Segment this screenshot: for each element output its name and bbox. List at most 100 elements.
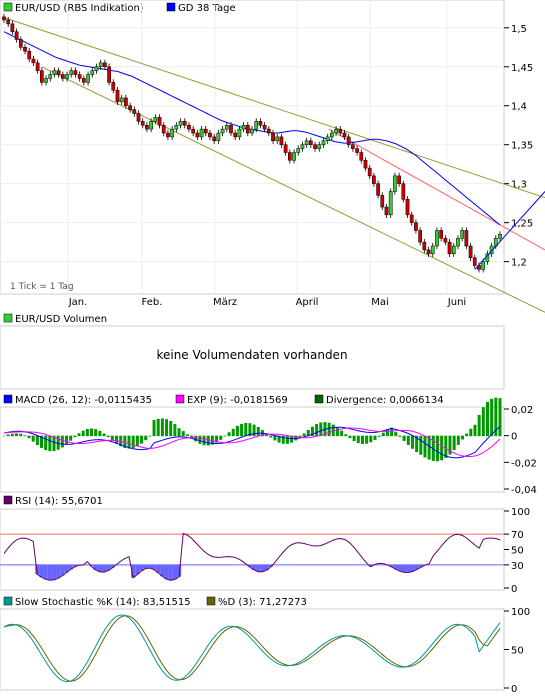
divergence-bar bbox=[190, 435, 194, 439]
candle bbox=[35, 62, 40, 71]
candle bbox=[334, 128, 338, 134]
rsi-oversold-fill bbox=[93, 564, 98, 570]
candle bbox=[107, 66, 111, 83]
rsi-oversold-fill bbox=[39, 564, 44, 578]
candle bbox=[296, 148, 301, 153]
rsi-oversold-fill bbox=[64, 564, 69, 573]
candle bbox=[342, 132, 347, 138]
divergence-bar bbox=[398, 435, 402, 437]
rsi-oversold-fill bbox=[160, 564, 165, 577]
candle bbox=[325, 136, 330, 142]
divergence-bar bbox=[81, 430, 85, 437]
candle bbox=[182, 121, 187, 126]
rsi-oversold-fill bbox=[156, 564, 161, 573]
divergence-bar bbox=[481, 407, 485, 437]
candle bbox=[208, 132, 212, 138]
projection-line bbox=[474, 191, 545, 270]
divergence-bar bbox=[223, 435, 227, 437]
stochastic-panel: Slow Stochastic %K (14): 83,51515 %D (3)… bbox=[0, 596, 530, 695]
candle bbox=[140, 121, 145, 126]
divergence-bar bbox=[419, 435, 423, 455]
rsi-oversold-fill bbox=[256, 564, 261, 572]
divergence-bar bbox=[110, 435, 114, 441]
divergence-bar bbox=[310, 426, 314, 437]
y-tick-label: 1,45 bbox=[511, 63, 533, 74]
candle bbox=[401, 183, 406, 200]
divergence-bar bbox=[440, 435, 444, 461]
candle bbox=[23, 47, 27, 52]
candle bbox=[82, 78, 86, 83]
candle bbox=[65, 74, 69, 79]
candle bbox=[250, 128, 254, 134]
divergence-bar bbox=[123, 435, 127, 449]
divergence-bar bbox=[360, 435, 364, 444]
candle bbox=[111, 82, 116, 91]
candle bbox=[44, 78, 48, 83]
divergence-bar bbox=[256, 427, 260, 437]
divergence-bar bbox=[352, 435, 356, 442]
month-label: Mai bbox=[371, 297, 389, 308]
divergence-bar bbox=[285, 435, 289, 444]
candle bbox=[195, 132, 200, 138]
rsi-oversold-fill bbox=[393, 564, 398, 570]
candle bbox=[31, 58, 36, 64]
divergence-bar bbox=[40, 435, 44, 448]
candle bbox=[2, 16, 6, 21]
divergence-bar bbox=[402, 435, 406, 441]
divergence-bar bbox=[173, 424, 177, 437]
rsi-oversold-fill bbox=[172, 564, 177, 580]
candle bbox=[103, 62, 107, 68]
candle bbox=[308, 140, 313, 145]
candle bbox=[149, 121, 153, 130]
legend-swatch-price bbox=[3, 2, 13, 12]
divergence-bar bbox=[277, 435, 281, 443]
divergence-bar bbox=[302, 433, 306, 437]
divergence-bar bbox=[456, 435, 460, 445]
candle bbox=[170, 128, 174, 138]
rsi-oversold-fill bbox=[147, 564, 152, 569]
rsi-oversold-fill bbox=[368, 564, 373, 567]
candle bbox=[414, 222, 418, 231]
candle bbox=[384, 206, 389, 216]
candle bbox=[191, 128, 196, 134]
month-label: Juni bbox=[447, 297, 466, 308]
divergence-bar bbox=[306, 429, 310, 437]
divergence-bar bbox=[181, 431, 185, 437]
divergence-bar bbox=[406, 435, 410, 445]
candle bbox=[489, 245, 494, 255]
divergence-bar bbox=[273, 435, 277, 441]
candle bbox=[363, 160, 368, 169]
candle bbox=[254, 121, 259, 130]
rsi-oversold-fill bbox=[143, 564, 148, 569]
divergence-bar bbox=[169, 421, 173, 437]
divergence-bar bbox=[31, 435, 35, 442]
candle bbox=[187, 124, 191, 130]
divergence-bar bbox=[331, 424, 335, 437]
divergence-bar bbox=[444, 435, 448, 459]
legend-ma-label: GD 38 Tage bbox=[178, 3, 236, 14]
candle bbox=[86, 74, 90, 83]
y-tick-label: 50 bbox=[511, 646, 524, 657]
y-tick-label: 70 bbox=[511, 530, 524, 541]
divergence-bar bbox=[19, 433, 23, 437]
volume-panel: EUR/USD Volumen keine Volumendaten vorha… bbox=[0, 313, 505, 390]
rsi-oversold-fill bbox=[268, 564, 273, 567]
rsi-oversold-fill bbox=[264, 564, 269, 571]
rsi-oversold-fill bbox=[164, 564, 169, 580]
rsi-oversold-fill bbox=[35, 564, 40, 575]
candle bbox=[376, 183, 380, 196]
divergence-bar bbox=[298, 435, 302, 438]
candle bbox=[115, 89, 120, 103]
divergence-bar bbox=[448, 435, 452, 455]
divergence-bar bbox=[231, 428, 235, 437]
divergence-bar bbox=[2, 435, 6, 437]
legend-volume-label: EUR/USD Volumen bbox=[15, 314, 107, 325]
rsi-oversold-fill bbox=[43, 564, 48, 580]
divergence-bar bbox=[344, 434, 348, 437]
candle bbox=[220, 128, 225, 134]
candle bbox=[27, 50, 32, 60]
y-tick-label: 1,25 bbox=[511, 219, 533, 230]
candle bbox=[426, 249, 431, 255]
rsi-oversold-fill bbox=[89, 564, 94, 567]
candle bbox=[435, 230, 439, 247]
